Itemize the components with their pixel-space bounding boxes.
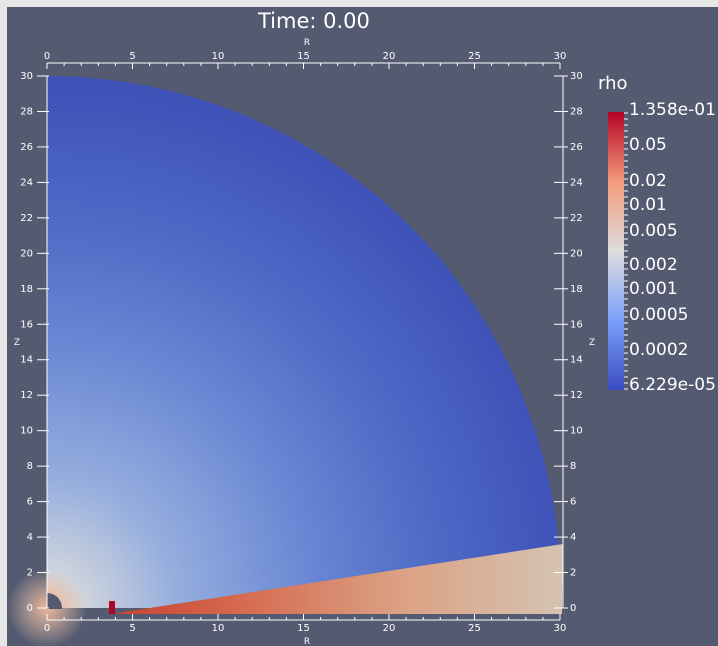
right-axis-tick-label: 18 <box>570 284 583 295</box>
right-axis-tick-label: 6 <box>570 497 576 508</box>
left-axis-tick-label: 20 <box>20 248 33 259</box>
legend-max-label: 1.358e-01 <box>629 100 716 120</box>
right-axis-title: Z <box>589 338 595 348</box>
density-domain <box>47 75 561 609</box>
legend-label-0-0005: 0.0005 <box>629 305 689 325</box>
top-axis-tick-label: 25 <box>468 51 481 62</box>
colorbar <box>608 112 624 390</box>
legend-label-0-002: 0.002 <box>629 255 678 275</box>
time-title: Time: 0.00 <box>258 9 370 33</box>
right-axis-tick-label: 2 <box>570 568 576 579</box>
legend-label-0-005: 0.005 <box>629 221 678 241</box>
bottom-axis-title: R <box>304 637 310 646</box>
right-axis-tick-label: 22 <box>570 213 583 224</box>
legend-label-0-01: 0.01 <box>629 195 667 215</box>
left-axis-tick-label: 12 <box>20 390 33 401</box>
right-axis-tick-label: 14 <box>570 355 583 366</box>
right-axis-tick-label: 4 <box>570 532 576 543</box>
left-axis-tick-label: 30 <box>20 71 33 82</box>
bottom-axis-tick-label: 10 <box>212 623 225 634</box>
right-axis-tick-label: 0 <box>570 603 576 614</box>
left-axis-tick-label: 0 <box>27 603 33 614</box>
colorbar-ticks <box>624 112 628 390</box>
right-axis-tick-label: 10 <box>570 426 583 437</box>
top-axis-tick-label: 10 <box>212 51 225 62</box>
legend-label-0-02: 0.02 <box>629 171 667 191</box>
right-axis-tick-label: 28 <box>570 106 583 117</box>
bottom-axis-tick-label: 20 <box>383 623 396 634</box>
left-axis-tick-label: 26 <box>20 142 33 153</box>
legend-title: rho <box>598 73 628 94</box>
bottom-axis-tick-label: 30 <box>554 623 567 634</box>
right-axis-tick-label: 24 <box>570 177 583 188</box>
legend-label-0-001: 0.001 <box>629 279 678 299</box>
left-axis-tick-label: 4 <box>27 532 33 543</box>
left-axis-tick-label: 10 <box>20 426 33 437</box>
left-axis-tick-label: 14 <box>20 355 33 366</box>
top-axis-title: R <box>304 38 310 48</box>
bottom-axis-tick-label: 0 <box>44 623 50 634</box>
bottom-axis-tick-label: 25 <box>468 623 481 634</box>
left-axis-tick-label: 2 <box>27 568 33 579</box>
top-axis-tick-label: 20 <box>383 51 396 62</box>
right-axis-tick-label: 30 <box>570 71 583 82</box>
render-viewport[interactable]: 0 0 5 5 10 10 15 15 20 20 25 25 30 30 0 0 2 2 4 4 6 6 8 8 10 10 12… <box>7 7 718 646</box>
right-axis-tick-label: 8 <box>570 461 576 472</box>
top-axis-tick-label: 30 <box>554 51 567 62</box>
legend-label-0-0002: 0.0002 <box>629 340 689 360</box>
legend-label-0-05: 0.05 <box>629 135 667 155</box>
left-axis-tick-label: 22 <box>20 213 33 224</box>
left-axis-tick-label: 24 <box>20 177 33 188</box>
disk-region <box>111 544 563 614</box>
bottom-axis-tick-label: 5 <box>129 623 135 634</box>
right-axis-tick-label: 20 <box>570 248 583 259</box>
inner-boundary <box>47 593 62 609</box>
left-axis-tick-label: 16 <box>20 319 33 330</box>
right-axis-tick-label: 26 <box>570 142 583 153</box>
legend-min-label: 6.229e-05 <box>629 375 716 395</box>
right-axis-tick-label: 16 <box>570 319 583 330</box>
left-axis-title: Z <box>14 338 20 348</box>
left-axis-tick-label: 8 <box>27 461 33 472</box>
bottom-axis-tick-label: 15 <box>297 623 310 634</box>
top-axis-tick-label: 5 <box>129 51 135 62</box>
left-axis-tick-label: 28 <box>20 106 33 117</box>
top-axis-tick-label: 15 <box>297 51 310 62</box>
top-axis-tick-label: 0 <box>44 51 50 62</box>
right-axis-tick-label: 12 <box>570 390 583 401</box>
disk-inner-edge <box>109 601 115 614</box>
left-axis-tick-label: 18 <box>20 284 33 295</box>
left-axis-tick-label: 6 <box>27 497 33 508</box>
